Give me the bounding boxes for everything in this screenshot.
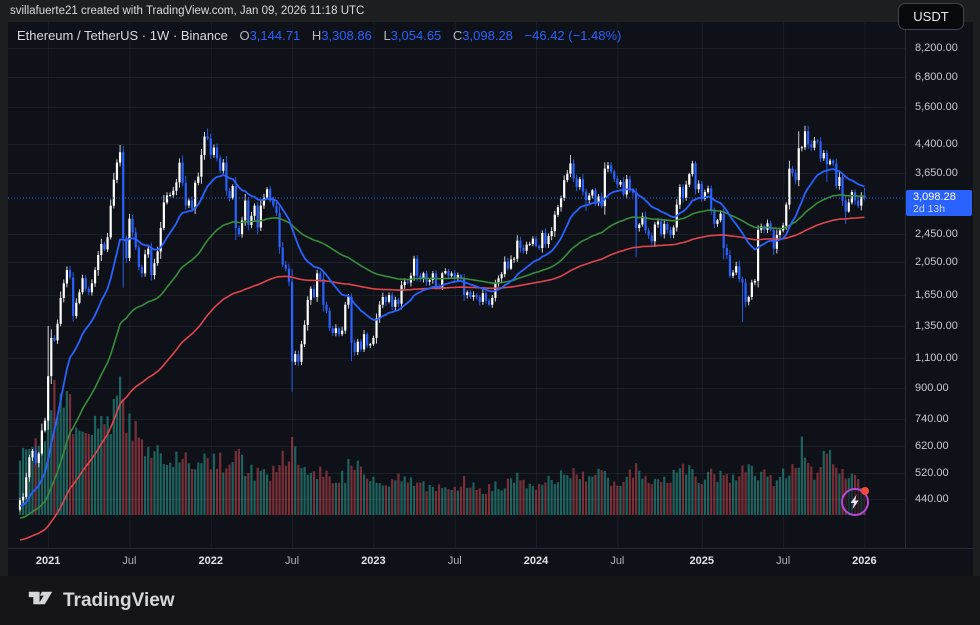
symbol-title[interactable]: Ethereum / TetherUS [17,28,139,43]
x-axis-label: 2021 [35,555,61,567]
y-axis-label: 520.00 [915,466,949,479]
open-label: O [239,28,250,43]
current-price-value: 3,098.28 [913,191,956,203]
y-axis-label: 3,650.00 [915,166,958,179]
interval-label[interactable]: 1W [149,28,170,43]
bar-countdown: 2d 13h [913,203,946,215]
y-axis-label: 1,350.00 [915,319,958,332]
x-axis-label: Jul [122,555,137,567]
x-axis-label: 2025 [689,555,715,567]
x-axis-label: Jul [776,555,791,567]
time-axis[interactable]: 2021 Jul 2022 Jul 2023 Jul 2024 Jul 2025 Jul 2026 [8,548,973,576]
y-axis-label: 4,400.00 [915,138,958,151]
y-axis-label: 8,200.00 [915,42,958,55]
notification-dot [861,487,869,495]
y-axis-label: 2,450.00 [915,228,958,241]
legend-separator: · [172,28,178,43]
y-axis-label: 1,650.00 [915,289,958,302]
exchange-label: Binance [180,28,228,43]
tradingview-logo-icon [27,586,54,615]
x-axis-label: Jul [610,555,625,567]
close-value: 3,098.28 [462,28,513,43]
x-axis-label: 2023 [361,555,386,567]
y-axis-label: 900.00 [915,382,949,395]
ma-line-mid-green [19,194,865,519]
x-axis-label: 2024 [523,555,549,567]
y-axis-label: 440.00 [915,492,949,505]
x-axis-label: Jul [285,555,300,567]
attribution-text: svillafuerte21 created with TradingView.… [10,5,365,17]
tradingview-wordmark: TradingView [63,589,175,611]
y-axis-label: 6,800.00 [915,71,958,83]
y-axis-label: 5,600.00 [915,100,958,113]
quick-trade-button[interactable] [841,487,869,516]
low-value: 3,054.65 [390,28,442,43]
open-value: 3,144.71 [249,28,301,43]
close-label: C [452,28,463,43]
y-axis-label: 740.00 [915,412,949,425]
low-label: L [383,28,391,43]
ma-line-fast-blue [19,168,865,507]
price-chart-canvas[interactable] [8,22,905,548]
high-value: 3,308.86 [321,28,372,43]
price-axis[interactable]: 8,200.00 6,800.00 5,600.00 4,400.00 3,650.00… [905,22,973,548]
grid-layer [8,22,905,548]
current-price-label: 3,098.28 2d 13h [906,190,972,216]
high-label: H [311,28,322,43]
price-change: −46.42 (−1.48%) [524,28,622,43]
attribution-bar: svillafuerte21 created with TradingView.… [0,0,980,22]
x-axis-label: 2026 [852,555,877,567]
candles-layer [18,125,866,512]
y-axis-label: 620.00 [915,439,949,452]
legend-separator: · [141,28,147,43]
tradingview-logo[interactable]: TradingView [27,586,175,615]
y-axis-label: 1,100.00 [915,351,958,364]
ma-line-slow-red [19,216,865,541]
x-axis-label: 2022 [198,555,224,567]
chart-area: Ethereum / TetherUS · 1W · Binance O3,14… [8,22,973,576]
y-axis-label: 2,050.00 [915,255,958,268]
page-footer: TradingView [0,576,980,625]
x-axis-label: Jul [447,555,462,567]
volume-layer [18,376,866,515]
chart-legend: Ethereum / TetherUS · 1W · Binance O3,14… [17,28,621,43]
currency-toggle-button[interactable]: USDT [898,3,964,30]
